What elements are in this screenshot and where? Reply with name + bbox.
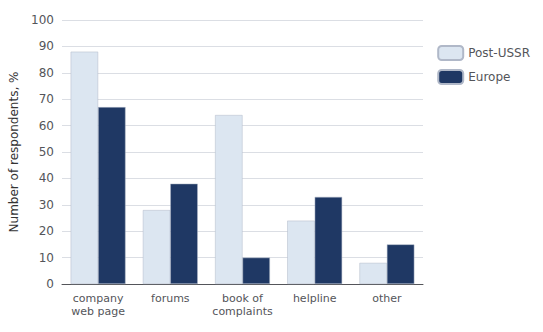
svg-text:10: 10 (39, 251, 54, 265)
svg-text:Europe: Europe (468, 70, 510, 84)
svg-text:complaints: complaints (212, 305, 273, 318)
svg-text:0: 0 (46, 277, 54, 291)
svg-text:Number of respondents, %: Number of respondents, % (7, 72, 21, 233)
svg-text:book of: book of (222, 292, 264, 305)
svg-text:80: 80 (39, 66, 54, 80)
svg-text:60: 60 (39, 119, 54, 133)
svg-text:helpline: helpline (293, 292, 337, 305)
svg-text:90: 90 (39, 39, 54, 53)
svg-text:40: 40 (39, 171, 54, 185)
svg-text:Post-USSR: Post-USSR (468, 46, 530, 60)
svg-text:web page: web page (71, 305, 125, 318)
svg-text:100: 100 (31, 13, 54, 27)
svg-text:forums: forums (151, 292, 190, 305)
svg-text:other: other (372, 292, 402, 305)
svg-text:70: 70 (39, 92, 54, 106)
svg-text:50: 50 (39, 145, 54, 159)
svg-text:20: 20 (39, 224, 54, 238)
svg-text:30: 30 (39, 198, 54, 212)
svg-text:company: company (73, 292, 124, 305)
